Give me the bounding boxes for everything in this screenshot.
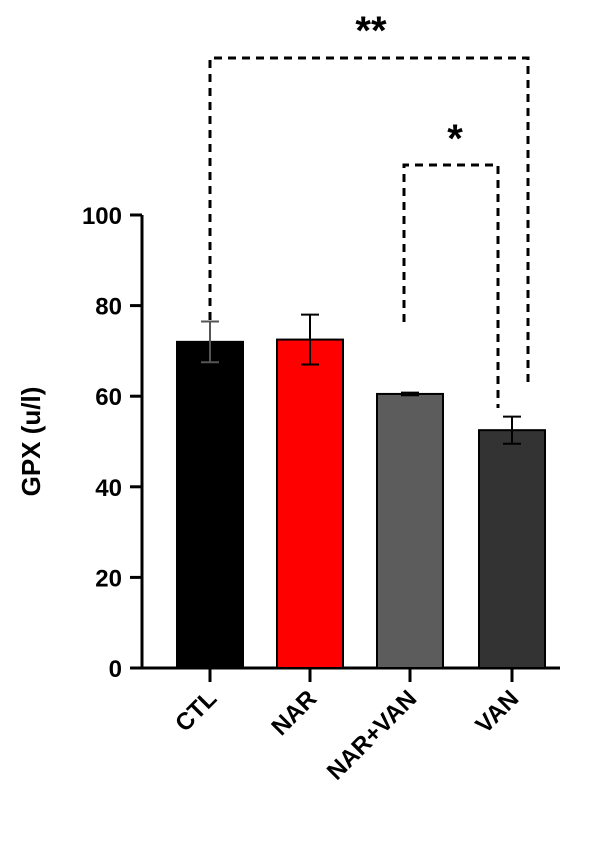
bar-nar bbox=[276, 338, 344, 669]
y-tick-label-60: 60 bbox=[95, 384, 122, 411]
y-tick-label-20: 20 bbox=[95, 565, 122, 592]
y-axis-label: GPX (u/l) bbox=[16, 387, 46, 497]
y-tick-label-100: 100 bbox=[82, 203, 122, 230]
y-tick-label-80: 80 bbox=[95, 294, 122, 321]
bar-nar-van bbox=[376, 392, 444, 669]
bar-van bbox=[478, 429, 546, 669]
significance-label-ctl-van: ** bbox=[355, 9, 387, 53]
x-tick-label-nar-van: NAR+VAN bbox=[322, 685, 422, 785]
x-tick-label-nar: NAR bbox=[266, 685, 322, 741]
significance-bracket-narvan-van bbox=[402, 163, 500, 408]
x-tick-label-ctl: CTL bbox=[170, 685, 222, 737]
y-tick-label-0: 0 bbox=[109, 656, 122, 683]
significance-bracket-ctl-van bbox=[208, 56, 530, 388]
bar-ctl bbox=[176, 340, 244, 669]
y-tick-label-40: 40 bbox=[95, 475, 122, 502]
x-tick-label-van: VAN bbox=[471, 685, 525, 739]
significance-label-narvan-van: * bbox=[447, 117, 463, 161]
